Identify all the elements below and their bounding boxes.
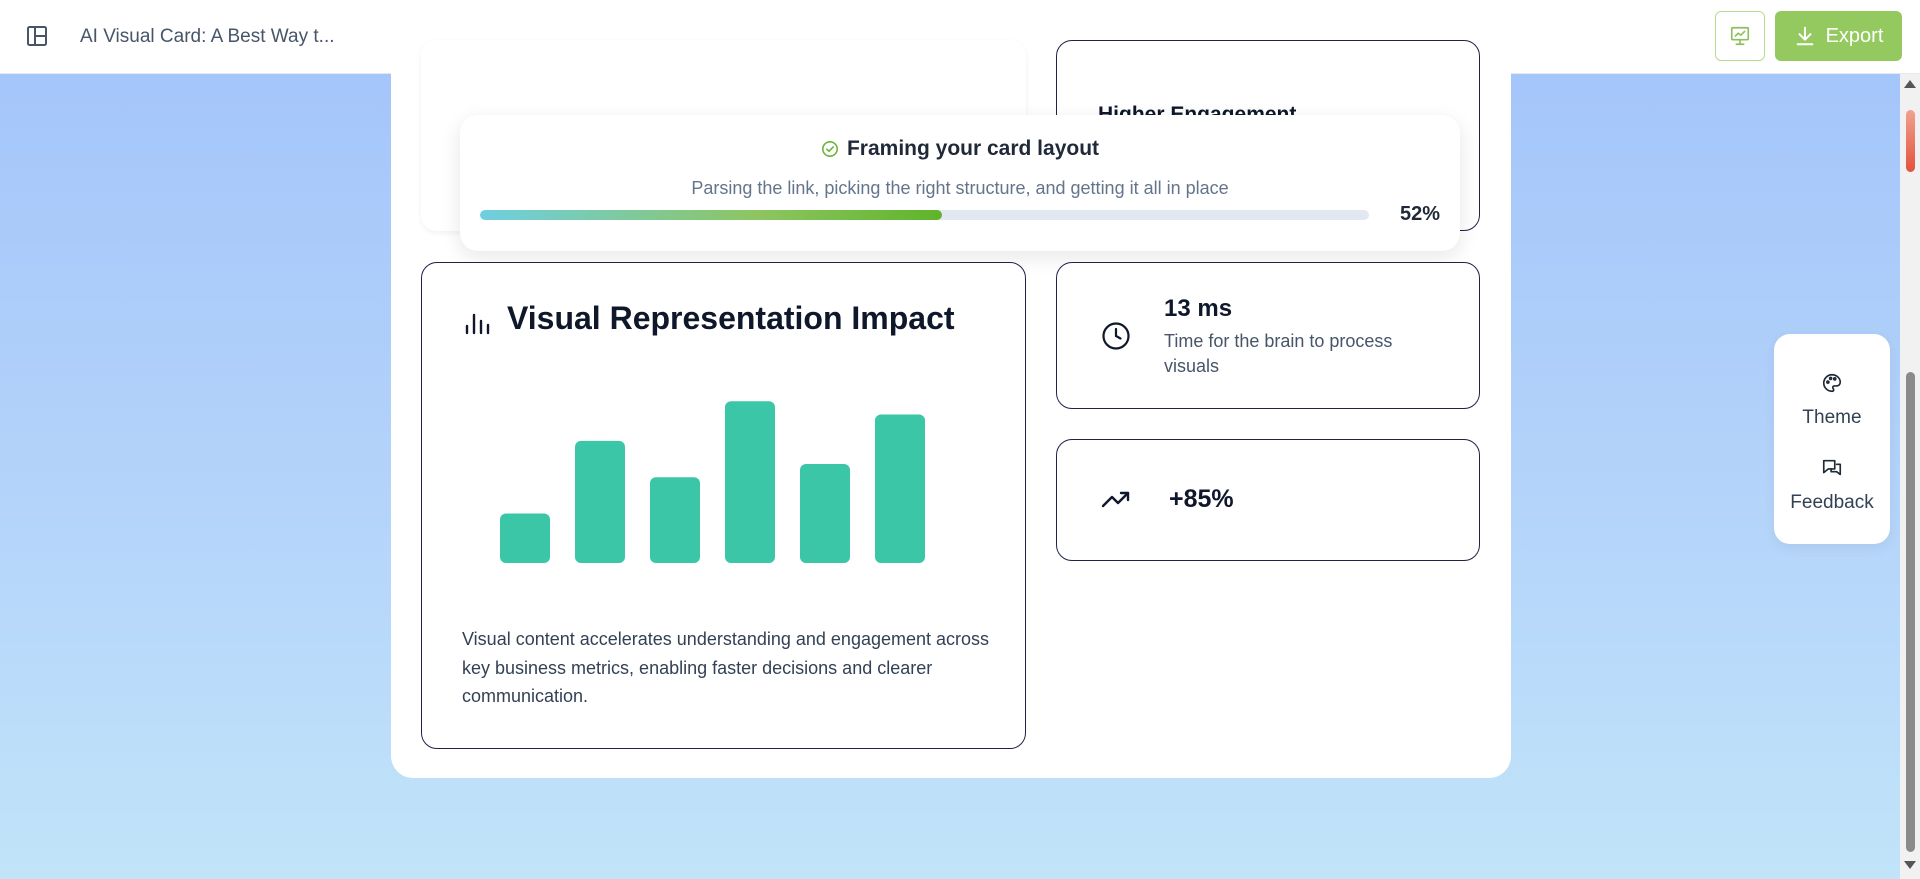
trending-up-icon	[1101, 488, 1131, 515]
progress-dialog: Framing your card layout Parsing the lin…	[460, 115, 1460, 251]
scrollbar-thumb[interactable]	[1906, 372, 1915, 852]
visual-impact-card: Visual Representation Impact Visual cont…	[421, 262, 1026, 749]
progress-percent: 52%	[1399, 203, 1440, 225]
export-button[interactable]: Export	[1775, 11, 1902, 61]
scroll-down-arrow-icon[interactable]	[1904, 861, 1916, 869]
scroll-marker	[1906, 110, 1915, 172]
stat-card-processing-time: 13 ms Time for the brain to process visu…	[1056, 262, 1480, 409]
download-icon	[1796, 26, 1813, 46]
check-circle-icon	[821, 140, 839, 164]
chart-bar-2	[575, 440, 625, 563]
presentation-icon	[1730, 26, 1750, 46]
stat-card-increase: +85%	[1056, 439, 1480, 561]
bar-chart-icon	[464, 311, 490, 340]
progress-title: Framing your card layout	[460, 137, 1460, 164]
feedback-label: Feedback	[1790, 492, 1874, 513]
stat-value: +85%	[1169, 485, 1234, 513]
layout-toggle-icon[interactable]	[26, 25, 48, 47]
document-title: AI Visual Card: A Best Way t...	[80, 26, 335, 47]
progress-bar	[480, 210, 1369, 220]
theme-label: Theme	[1802, 407, 1862, 428]
progress-subtitle: Parsing the link, picking the right stru…	[691, 178, 1229, 198]
export-label: Export	[1825, 24, 1884, 47]
stat-value: 13 ms	[1164, 295, 1233, 322]
chart-bar-1	[500, 513, 550, 563]
bar-chart	[500, 401, 925, 563]
feedback-button[interactable]: Feedback	[1774, 457, 1890, 514]
feedback-icon	[1822, 459, 1842, 476]
progress-title-text: Framing your card layout	[846, 137, 1100, 160]
card-description: Visual content accelerates understanding…	[462, 629, 990, 706]
chart-bar-3	[650, 477, 700, 563]
chart-bar-5	[800, 464, 850, 563]
clock-icon	[1101, 321, 1131, 356]
chart-bar-6	[875, 414, 925, 563]
progress-bar-fill	[480, 210, 943, 220]
theme-button[interactable]: Theme	[1774, 372, 1890, 429]
presentation-button[interactable]	[1715, 11, 1765, 61]
chart-bar-4	[725, 401, 775, 563]
card-title: Visual Representation Impact	[507, 300, 955, 336]
side-menu: Theme Feedback	[1774, 334, 1890, 544]
scroll-up-arrow-icon[interactable]	[1904, 80, 1916, 88]
stat-label: Time for the brain to process visuals	[1164, 331, 1393, 376]
palette-icon	[1823, 373, 1842, 393]
